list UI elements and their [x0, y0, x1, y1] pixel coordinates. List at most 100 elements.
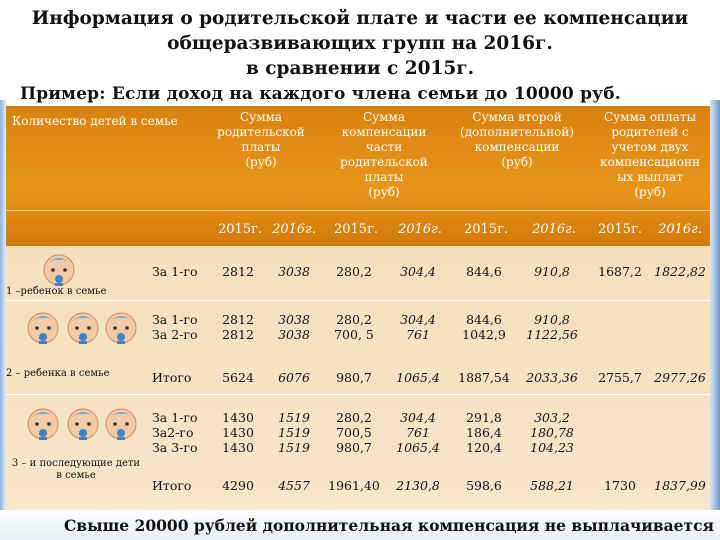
header-children-count: Количество детей в семье: [12, 114, 178, 128]
cell: 280,2: [336, 312, 372, 327]
baby-face-icon: [43, 254, 75, 286]
left-accent-bar: [0, 100, 6, 540]
cell: 1430: [222, 410, 254, 425]
cell: 5624: [222, 370, 254, 385]
cell: 4290: [222, 478, 254, 493]
year-pay-2016: 2016г.: [658, 222, 702, 237]
header-divider: [6, 210, 710, 211]
row-label: За2-го: [152, 425, 194, 440]
baby-face-icon: [27, 408, 59, 440]
cell: 1519: [278, 425, 310, 440]
row-divider: [6, 300, 710, 301]
example-text: Пример: Если доход на каждого члена семь…: [20, 84, 621, 104]
header-compensation: Сумма компенсации части родительской пла…: [340, 110, 428, 199]
cell: 700, 5: [334, 327, 374, 342]
cell: 910,8: [534, 312, 570, 327]
cell: 2812: [222, 264, 254, 279]
cell: 844,6: [466, 312, 502, 327]
baby-face-icon: [105, 408, 137, 440]
row-label: За 1-го: [152, 312, 198, 327]
cell: 1730: [604, 478, 636, 493]
cell: 1687,2: [598, 264, 642, 279]
cell: 1519: [278, 440, 310, 455]
cell: 186,4: [466, 425, 502, 440]
cell: 1961,40: [328, 478, 380, 493]
table-body: 1 –ребенок в семье За 1-го 2812 3038 280…: [6, 246, 710, 510]
cell: 844,6: [466, 264, 502, 279]
cell: 2812: [222, 312, 254, 327]
row-label-total: Итого: [152, 478, 192, 493]
cell: 180,78: [530, 425, 574, 440]
baby-face-icon: [105, 312, 137, 344]
year-second-2016: 2016г.: [532, 222, 576, 237]
cell: 2033,36: [526, 370, 578, 385]
cell: 588,21: [530, 478, 574, 493]
cell: 761: [406, 327, 430, 342]
title-line-3: в сравнении с 2015г.: [245, 58, 475, 79]
baby-face-icon: [27, 312, 59, 344]
cell: 304,4: [400, 264, 436, 279]
table-header: Количество детей в семье Сумма родительс…: [6, 106, 710, 246]
cell: 1837,99: [654, 478, 706, 493]
year-comp-2015: 2015г.: [333, 222, 379, 237]
cell: 1430: [222, 425, 254, 440]
group-two-children: 2 – ребенка в семье: [6, 368, 110, 379]
header-second-compensation: Сумма второй (дополнительной) компенсаци…: [460, 110, 574, 169]
fee-table: Количество детей в семье Сумма родительс…: [6, 106, 710, 510]
cell: 1887,54: [458, 370, 510, 385]
cell: 980,7: [336, 440, 372, 455]
cell: 1122,56: [526, 327, 578, 342]
header-parent-fee: Сумма родительской платы (руб): [217, 110, 305, 169]
footer-band: [0, 510, 720, 540]
year-pay-2015: 2015г.: [597, 222, 643, 237]
cell: 2977,26: [654, 370, 706, 385]
cell: 291,8: [466, 410, 502, 425]
cell: 598,6: [466, 478, 502, 493]
baby-face-icon: [67, 312, 99, 344]
cell: 120,4: [466, 440, 502, 455]
cell: 304,4: [400, 410, 436, 425]
cell: 1065,4: [396, 370, 440, 385]
cell: 1042,9: [462, 327, 506, 342]
group-one-child: 1 –ребенок в семье: [6, 286, 107, 297]
cell: 304,4: [400, 312, 436, 327]
title-line-1: Информация о родительской плате и части …: [31, 8, 689, 29]
row-label: За 2-го: [152, 327, 198, 342]
cell: 910,8: [534, 264, 570, 279]
cell: 6076: [278, 370, 310, 385]
cell: 3038: [278, 264, 310, 279]
cell: 980,7: [336, 370, 372, 385]
cell: 700,5: [336, 425, 372, 440]
row-label: За 1-го: [152, 264, 198, 279]
row-divider: [6, 394, 710, 395]
cell: 303,2: [534, 410, 570, 425]
cell: 1065,4: [396, 440, 440, 455]
year-second-2015: 2015г.: [463, 222, 509, 237]
cell: 2812: [222, 327, 254, 342]
year-comp-2016: 2016г.: [398, 222, 442, 237]
title-line-2: общеразвивающих групп на 2016г.: [167, 33, 553, 54]
cell: 4557: [278, 478, 310, 493]
cell: 1519: [278, 410, 310, 425]
year-fee-2015: 2015г.: [217, 222, 263, 237]
cell: 3038: [278, 312, 310, 327]
cell: 761: [406, 425, 430, 440]
header-payment-after: Сумма оплаты родителей с учетом двух ком…: [600, 110, 700, 199]
cell: 2130,8: [396, 478, 440, 493]
row-label: За 1-го: [152, 410, 198, 425]
group-three-children: 3 – и последующие дети в семье: [11, 458, 141, 481]
cell: 280,2: [336, 410, 372, 425]
cell: 1822,82: [654, 264, 706, 279]
cell: 2755,7: [598, 370, 642, 385]
cell: 280,2: [336, 264, 372, 279]
baby-face-icon: [67, 408, 99, 440]
year-fee-2016: 2016г.: [272, 222, 316, 237]
cell: 104,23: [530, 440, 574, 455]
row-label: За 3-го: [152, 440, 198, 455]
row-label-total: Итого: [152, 370, 192, 385]
cell: 1430: [222, 440, 254, 455]
footer-note: Свыше 20000 рублей дополнительная компен…: [64, 516, 714, 535]
slide-title: Информация о родительской плате и части …: [0, 6, 720, 81]
right-accent-bar: [710, 100, 720, 540]
cell: 3038: [278, 327, 310, 342]
